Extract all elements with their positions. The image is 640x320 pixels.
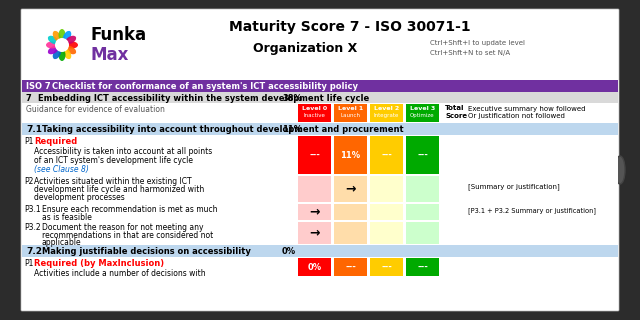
Ellipse shape bbox=[615, 156, 625, 184]
Bar bbox=[22, 245, 618, 257]
Ellipse shape bbox=[65, 46, 76, 54]
Bar bbox=[22, 103, 618, 123]
Bar bbox=[22, 244, 618, 245]
Text: development processes: development processes bbox=[34, 193, 125, 202]
Text: Launch: Launch bbox=[340, 113, 360, 118]
Bar bbox=[334, 136, 367, 174]
Ellipse shape bbox=[48, 46, 59, 54]
Ellipse shape bbox=[46, 42, 58, 49]
Text: Activities include a number of decisions with: Activities include a number of decisions… bbox=[34, 269, 205, 278]
Bar bbox=[22, 220, 618, 221]
Ellipse shape bbox=[52, 31, 61, 42]
Text: of an ICT system's development life cycle: of an ICT system's development life cycl… bbox=[34, 156, 193, 165]
Text: Level 0: Level 0 bbox=[302, 106, 327, 111]
Bar bbox=[334, 258, 367, 276]
Text: ISO 7: ISO 7 bbox=[26, 82, 51, 91]
Text: Checklist for conformance of an system's ICT accessibility policy: Checklist for conformance of an system's… bbox=[52, 82, 358, 91]
Bar bbox=[370, 222, 403, 244]
Text: 7.2: 7.2 bbox=[26, 247, 42, 256]
Text: Embedding ICT accessibility within the system development life cycle: Embedding ICT accessibility within the s… bbox=[38, 94, 369, 103]
Text: Ctrl+Shft+N to set N/A: Ctrl+Shft+N to set N/A bbox=[430, 50, 510, 56]
Bar bbox=[22, 175, 618, 203]
Bar bbox=[406, 222, 439, 244]
Text: Level 1: Level 1 bbox=[338, 106, 363, 111]
Bar bbox=[298, 258, 331, 276]
Bar bbox=[334, 104, 367, 122]
Text: 7: 7 bbox=[26, 94, 32, 103]
Bar bbox=[334, 204, 367, 220]
Bar bbox=[22, 257, 618, 277]
Text: Executive summary how followed: Executive summary how followed bbox=[468, 106, 586, 112]
Bar bbox=[406, 176, 439, 202]
Bar bbox=[22, 174, 618, 175]
Text: ---: --- bbox=[309, 150, 320, 159]
Text: as is feasible: as is feasible bbox=[42, 213, 92, 222]
Text: ---: --- bbox=[417, 262, 428, 271]
Text: Or justification not followed: Or justification not followed bbox=[468, 113, 565, 119]
Text: (see Clause 8): (see Clause 8) bbox=[34, 165, 89, 174]
Text: P2: P2 bbox=[24, 177, 33, 186]
Bar bbox=[22, 102, 618, 103]
Text: →: → bbox=[309, 227, 320, 239]
Text: Required: Required bbox=[34, 137, 77, 146]
Text: 0%: 0% bbox=[307, 262, 321, 271]
Text: →: → bbox=[309, 205, 320, 219]
Text: Funka: Funka bbox=[90, 26, 146, 44]
Bar bbox=[370, 136, 403, 174]
Ellipse shape bbox=[65, 36, 76, 44]
Text: Level 3: Level 3 bbox=[410, 106, 435, 111]
Bar bbox=[406, 258, 439, 276]
Bar bbox=[370, 204, 403, 220]
Text: P1: P1 bbox=[24, 137, 33, 146]
Text: development life cycle and harmonized with: development life cycle and harmonized wi… bbox=[34, 185, 204, 194]
Text: recommendations in that are considered not: recommendations in that are considered n… bbox=[42, 230, 213, 239]
Text: Ctrl+Shft+I to update level: Ctrl+Shft+I to update level bbox=[430, 40, 525, 46]
Bar bbox=[406, 136, 439, 174]
Bar bbox=[22, 92, 618, 103]
Text: Activities situated within the existing ICT: Activities situated within the existing … bbox=[34, 177, 191, 186]
Text: Inactive: Inactive bbox=[303, 113, 325, 118]
Bar bbox=[298, 136, 331, 174]
Bar bbox=[22, 80, 618, 92]
Text: Document the reason for not meeting any: Document the reason for not meeting any bbox=[42, 223, 204, 232]
Bar bbox=[298, 204, 331, 220]
Text: Level 2: Level 2 bbox=[374, 106, 399, 111]
Bar bbox=[370, 176, 403, 202]
Text: Taking accessibility into account throughout development and procurement: Taking accessibility into account throug… bbox=[42, 125, 404, 134]
Ellipse shape bbox=[63, 48, 71, 59]
Circle shape bbox=[55, 38, 69, 52]
Text: P3.2: P3.2 bbox=[24, 223, 40, 232]
Text: [Summary or justification]: [Summary or justification] bbox=[468, 183, 560, 190]
Text: Required (by MaxInclusion): Required (by MaxInclusion) bbox=[34, 259, 164, 268]
Bar bbox=[298, 222, 331, 244]
Text: Maturity Score 7 - ISO 30071-1: Maturity Score 7 - ISO 30071-1 bbox=[229, 20, 471, 34]
Text: P1: P1 bbox=[24, 259, 33, 268]
Bar bbox=[370, 258, 403, 276]
Ellipse shape bbox=[66, 42, 78, 49]
Text: Making justifiable decisions on accessibility: Making justifiable decisions on accessib… bbox=[42, 247, 251, 256]
Text: Guidance for evidence of evaluation: Guidance for evidence of evaluation bbox=[26, 105, 165, 114]
Text: P3.1: P3.1 bbox=[24, 205, 40, 214]
Ellipse shape bbox=[48, 36, 59, 44]
Bar bbox=[22, 203, 618, 221]
Bar bbox=[22, 221, 618, 245]
Text: [P3.1 + P3.2 Summary or justification]: [P3.1 + P3.2 Summary or justification] bbox=[468, 207, 596, 214]
Text: Score: Score bbox=[445, 113, 467, 119]
Bar bbox=[22, 134, 618, 135]
Text: Organization X: Organization X bbox=[253, 42, 357, 55]
Text: ---: --- bbox=[417, 150, 428, 159]
Ellipse shape bbox=[63, 31, 71, 42]
Text: ---: --- bbox=[381, 262, 392, 271]
Text: ---: --- bbox=[381, 150, 392, 159]
Text: 38%: 38% bbox=[282, 94, 302, 103]
Bar bbox=[334, 222, 367, 244]
Bar bbox=[298, 176, 331, 202]
Bar bbox=[22, 10, 618, 80]
Text: 11%: 11% bbox=[282, 125, 302, 134]
Bar bbox=[298, 104, 331, 122]
Text: applicable: applicable bbox=[42, 238, 82, 247]
Bar bbox=[406, 104, 439, 122]
Text: 11%: 11% bbox=[340, 150, 360, 159]
Text: Optimize: Optimize bbox=[410, 113, 435, 118]
